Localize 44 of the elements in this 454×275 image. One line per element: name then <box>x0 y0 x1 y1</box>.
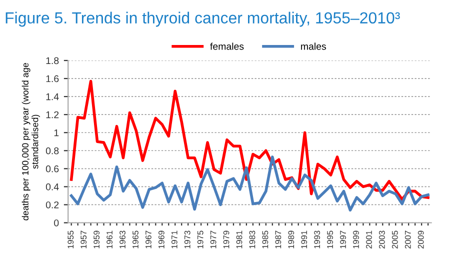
y-tick-label: 1.4 <box>46 93 59 100</box>
legend-label: females <box>210 42 244 50</box>
y-tick-label: 1.2 <box>46 111 59 118</box>
x-tick-label: 1981 <box>236 230 242 248</box>
x-tick-label: 1955 <box>68 230 74 248</box>
x-tick-label: 2003 <box>378 230 385 249</box>
y-tick-label: 0.2 <box>46 201 59 208</box>
x-tick-label: 1957 <box>80 230 87 248</box>
x-tick-label: 1983 <box>249 230 256 248</box>
x-tick-label: 2001 <box>366 230 372 249</box>
y-tick-label: 0.8 <box>46 147 59 154</box>
y-tick-label: 1.8 <box>46 57 59 64</box>
y-tick-label: 0 <box>54 219 59 226</box>
y-tick-label: 0.4 <box>46 183 59 190</box>
x-tick-label: 1965 <box>132 230 138 248</box>
x-tick-label: 1975 <box>197 230 204 248</box>
x-tick-label: 1959 <box>94 230 100 248</box>
x-tick-label: 1961 <box>106 230 112 248</box>
line-series <box>70 156 430 212</box>
x-tick-label: 2007 <box>404 230 411 249</box>
x-tick-label: 1969 <box>158 230 164 248</box>
y-tick-label: 1 <box>54 129 59 136</box>
x-tick-label: 1993 <box>314 230 320 248</box>
legend-label: males <box>301 42 326 50</box>
line-series <box>70 80 430 201</box>
x-tick-label: 2005 <box>392 230 398 249</box>
x-tick-label: 1989 <box>288 230 294 248</box>
x-tick-label: 1985 <box>262 230 268 248</box>
x-tick-label: 1991 <box>301 230 308 248</box>
x-tick-label: 1979 <box>223 230 230 248</box>
x-tick-label: 1973 <box>184 230 190 248</box>
x-tick-label: 1997 <box>340 230 346 248</box>
x-tick-label: 1977 <box>210 230 216 248</box>
y-tick-label: 0.6 <box>46 165 59 172</box>
x-tick-label: 1987 <box>275 230 282 248</box>
y-axis-title: deaths per 100,000 per year (world age standardised) <box>22 62 40 220</box>
x-tick-label: 1999 <box>353 230 359 248</box>
x-tick-label: 1995 <box>327 230 334 248</box>
x-tick-label: 1971 <box>171 230 178 248</box>
chart-title: Figure 5. Trends in thyroid cancer mortality, 1955–2010³ <box>6 12 400 27</box>
x-tick-label: 1963 <box>120 230 126 248</box>
x-tick-label: 2009 <box>418 230 424 249</box>
x-tick-label: 1967 <box>146 230 152 248</box>
y-tick-label: 1.6 <box>46 75 59 82</box>
